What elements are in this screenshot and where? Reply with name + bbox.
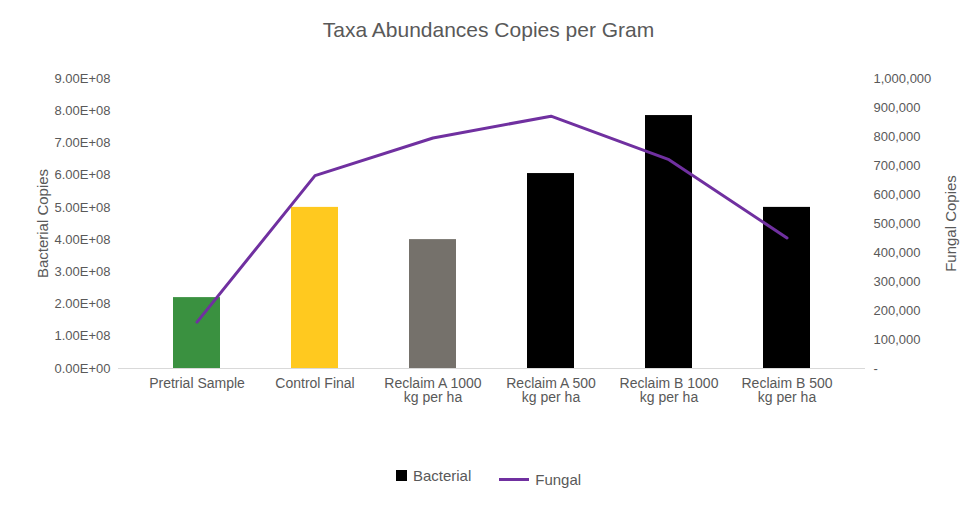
svg-text:Reclaim A 500kg per ha: Reclaim A 500kg per ha: [506, 375, 596, 405]
svg-text:100,000: 100,000: [874, 332, 921, 347]
html-text:Bacterial: Bacterial: [412, 467, 472, 484]
html-text:Taxa Abundances Copies per Gra: Taxa Abundances Copies per Gram: [322, 18, 655, 41]
svg-text:700,000: 700,000: [874, 158, 921, 173]
svg-text:300,000: 300,000: [874, 274, 921, 289]
svg-text:Control Final: Control Final: [275, 375, 354, 391]
svg-text:0.00E+00: 0.00E+00: [54, 361, 110, 376]
svg-text:7.00E+08: 7.00E+08: [54, 135, 110, 150]
svg-text:Reclaim B 500kg per ha: Reclaim B 500kg per ha: [741, 375, 832, 405]
svg-text:Reclaim B 1000kg per ha: Reclaim B 1000kg per ha: [620, 375, 719, 405]
svg-text:Pretrial Sample: Pretrial Sample: [149, 375, 245, 391]
svg-text:9.00E+08: 9.00E+08: [54, 71, 110, 86]
svg-text:800,000: 800,000: [874, 129, 921, 144]
svg-text:1,000,000: 1,000,000: [874, 71, 932, 86]
html-text:Fungal Copies: Fungal Copies: [941, 174, 959, 272]
svg-text:400,000: 400,000: [874, 245, 921, 260]
html-text:Bacterial Copies: Bacterial Copies: [33, 168, 51, 278]
svg-text:3.00E+08: 3.00E+08: [54, 264, 110, 279]
svg-text:6.00E+08: 6.00E+08: [54, 167, 110, 182]
svg-text:Reclaim A 1000kg per ha: Reclaim A 1000kg per ha: [384, 375, 481, 405]
svg-text:-: -: [874, 361, 878, 376]
svg-text:900,000: 900,000: [874, 100, 921, 115]
svg-text:4.00E+08: 4.00E+08: [54, 232, 110, 247]
svg-text:5.00E+08: 5.00E+08: [54, 200, 110, 215]
html-text:Fungal: Fungal: [535, 471, 582, 488]
svg-text:2.00E+08: 2.00E+08: [54, 296, 110, 311]
svg-text:500,000: 500,000: [874, 216, 921, 231]
svg-text:1.00E+08: 1.00E+08: [54, 328, 110, 343]
svg-text:200,000: 200,000: [874, 303, 921, 318]
svg-text:600,000: 600,000: [874, 187, 921, 202]
svg-text:8.00E+08: 8.00E+08: [54, 103, 110, 118]
